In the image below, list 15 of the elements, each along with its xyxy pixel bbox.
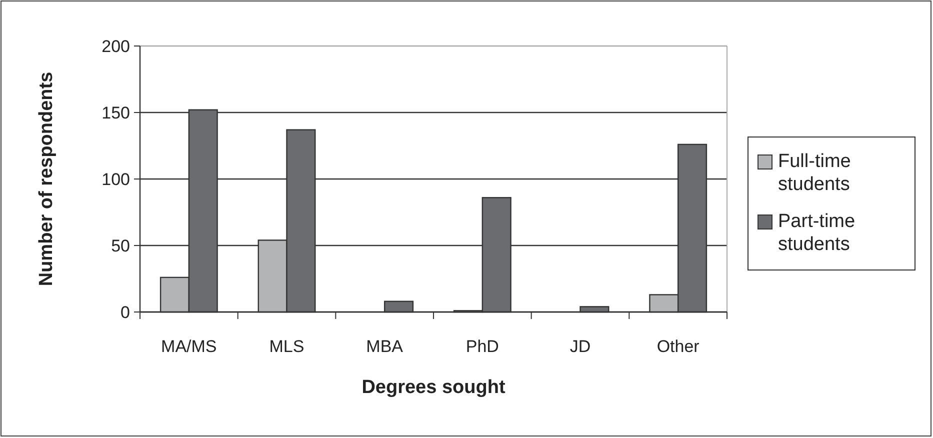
legend-label: Part-time students — [778, 211, 856, 256]
y-tick-label: 100 — [102, 170, 130, 189]
y-tick-label: 200 — [102, 36, 130, 56]
x-tick-label: MA/MS — [161, 337, 217, 356]
legend-label: Full-time students — [778, 151, 851, 196]
x-tick-label: Other — [656, 337, 700, 356]
x-tick-label: JD — [570, 337, 591, 356]
x-axis-title: Degrees sought — [362, 377, 506, 398]
y-tick-label: 0 — [120, 302, 130, 322]
y-tick-label: 150 — [102, 103, 130, 122]
x-tick-label: PhD — [466, 337, 499, 356]
x-tick-label: MLS — [269, 337, 304, 356]
x-tick-label: MBA — [366, 337, 404, 356]
y-tick-label: 50 — [111, 236, 130, 256]
y-axis-title: Number of respondents — [36, 72, 57, 286]
